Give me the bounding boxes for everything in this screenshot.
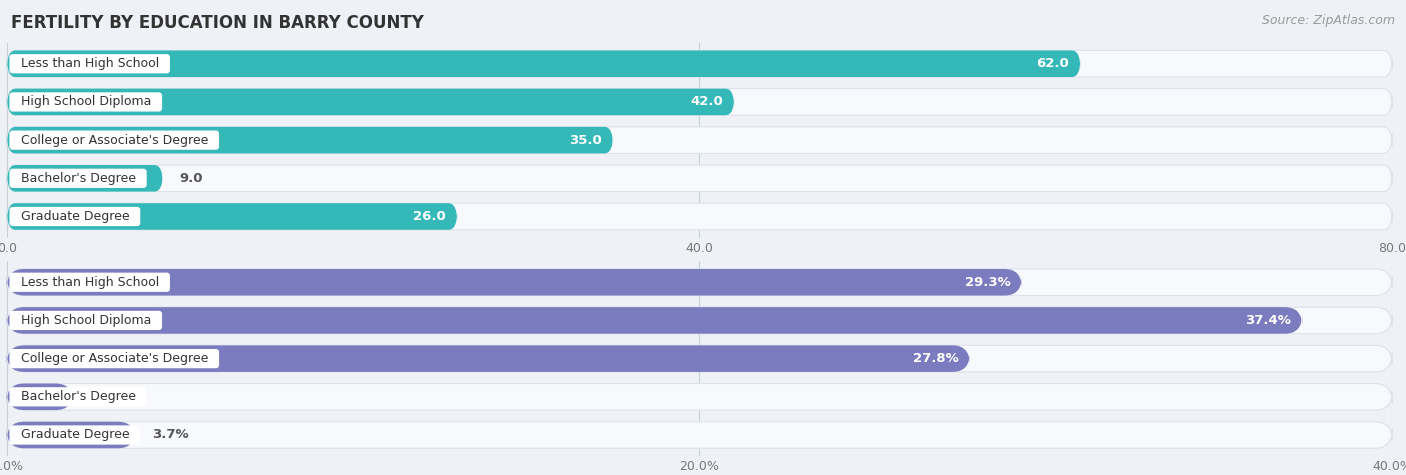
FancyBboxPatch shape — [7, 269, 1392, 295]
Text: 35.0: 35.0 — [569, 133, 602, 147]
Text: Graduate Degree: Graduate Degree — [13, 428, 138, 441]
Text: High School Diploma: High School Diploma — [13, 314, 159, 327]
Text: 9.0: 9.0 — [180, 172, 202, 185]
FancyBboxPatch shape — [7, 127, 1392, 153]
Text: 42.0: 42.0 — [690, 95, 723, 108]
Text: 3.7%: 3.7% — [152, 428, 188, 441]
FancyBboxPatch shape — [7, 383, 73, 410]
FancyBboxPatch shape — [7, 165, 1392, 191]
Text: Less than High School: Less than High School — [13, 276, 167, 289]
Text: 29.3%: 29.3% — [965, 276, 1011, 289]
Text: 1.9%: 1.9% — [90, 390, 127, 403]
Text: 27.8%: 27.8% — [912, 352, 959, 365]
FancyBboxPatch shape — [7, 89, 1392, 115]
FancyBboxPatch shape — [7, 307, 1392, 334]
FancyBboxPatch shape — [7, 203, 1392, 230]
FancyBboxPatch shape — [7, 50, 1080, 77]
Text: 26.0: 26.0 — [413, 210, 446, 223]
FancyBboxPatch shape — [7, 345, 970, 372]
FancyBboxPatch shape — [7, 307, 1302, 334]
FancyBboxPatch shape — [7, 50, 1392, 77]
FancyBboxPatch shape — [7, 89, 734, 115]
FancyBboxPatch shape — [7, 165, 163, 191]
Text: 62.0: 62.0 — [1036, 57, 1069, 70]
Text: High School Diploma: High School Diploma — [13, 95, 159, 108]
FancyBboxPatch shape — [7, 269, 1022, 295]
FancyBboxPatch shape — [7, 345, 1392, 372]
Text: College or Associate's Degree: College or Associate's Degree — [13, 133, 217, 147]
FancyBboxPatch shape — [7, 203, 457, 230]
Text: Bachelor's Degree: Bachelor's Degree — [13, 390, 143, 403]
Text: College or Associate's Degree: College or Associate's Degree — [13, 352, 217, 365]
Text: Graduate Degree: Graduate Degree — [13, 210, 138, 223]
FancyBboxPatch shape — [7, 422, 135, 448]
FancyBboxPatch shape — [7, 383, 1392, 410]
Text: Bachelor's Degree: Bachelor's Degree — [13, 172, 143, 185]
Text: 37.4%: 37.4% — [1244, 314, 1291, 327]
Text: Source: ZipAtlas.com: Source: ZipAtlas.com — [1261, 14, 1395, 27]
Text: Less than High School: Less than High School — [13, 57, 167, 70]
FancyBboxPatch shape — [7, 127, 613, 153]
Text: FERTILITY BY EDUCATION IN BARRY COUNTY: FERTILITY BY EDUCATION IN BARRY COUNTY — [11, 14, 425, 32]
FancyBboxPatch shape — [7, 422, 1392, 448]
